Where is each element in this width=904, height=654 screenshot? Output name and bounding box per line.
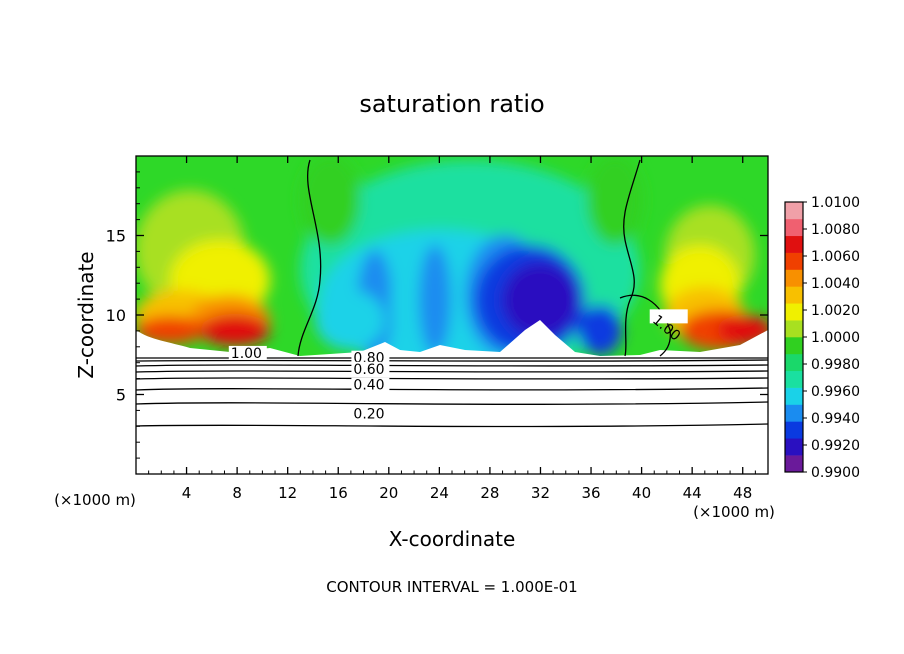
x-unit-left: (×1000 m) xyxy=(54,491,136,509)
x-tick-label: 44 xyxy=(683,484,702,502)
colorbar-swatch xyxy=(785,218,803,237)
contour-label-bg xyxy=(351,377,390,392)
colorbar-swatch xyxy=(785,370,803,388)
contour-label: 0.60 xyxy=(353,362,384,378)
colorbar-swatch xyxy=(785,353,803,372)
contour-label-bg xyxy=(351,361,390,376)
colorbar-label: 0.9900 xyxy=(811,465,860,481)
x-tick-label: 24 xyxy=(430,484,449,502)
x-tick-label: 4 xyxy=(182,484,192,502)
chart-title: saturation ratio xyxy=(359,90,544,118)
contour-label-bg xyxy=(228,345,267,360)
colorbar-label: 1.0000 xyxy=(811,330,860,346)
contour-label: 1.00 xyxy=(231,346,262,362)
colorbar-swatch xyxy=(785,202,803,220)
x-tick-label: 20 xyxy=(379,484,398,502)
colorbar-swatch xyxy=(785,421,803,439)
colorbar-swatch xyxy=(785,438,803,456)
colorbar-label: 1.0020 xyxy=(811,303,860,319)
colorbar-label: 1.0040 xyxy=(811,276,860,292)
x-tick-label: 16 xyxy=(329,484,348,502)
colorbar-swatch xyxy=(785,320,803,338)
contour-labels: 1.001.000.800.600.400.20 xyxy=(228,309,688,422)
contour-label: 0.40 xyxy=(353,378,384,394)
colorbar-swatch xyxy=(785,303,803,321)
colorbar-label: 1.0080 xyxy=(811,222,860,238)
colorbar-label: 0.9980 xyxy=(811,357,860,373)
x-axis: 4 8 12 16 20 24 28 32 36 40 44 48 xyxy=(148,156,756,502)
colorbar-swatch xyxy=(785,455,803,473)
x-tick-label: 28 xyxy=(480,484,499,502)
x-tick-label: 32 xyxy=(531,484,550,502)
y-tick-label: 5 xyxy=(116,386,126,405)
y-axis: 5 10 15 xyxy=(106,171,768,459)
colorbar-swatch xyxy=(785,404,803,422)
colorbar-swatch xyxy=(785,269,803,287)
y-tick-label: 15 xyxy=(106,227,126,246)
colorbar-swatch xyxy=(785,387,803,405)
x-tick-label: 36 xyxy=(581,484,600,502)
colorbar-label: 0.9940 xyxy=(811,411,860,427)
y-axis-label: Z-coordinate xyxy=(74,251,98,378)
x-unit-right: (×1000 m) xyxy=(693,503,775,521)
contour-label: 0.20 xyxy=(353,406,384,422)
colorbar-swatch xyxy=(785,235,803,253)
x-tick-label: 12 xyxy=(278,484,297,502)
footer-note: CONTOUR INTERVAL = 1.000E-01 xyxy=(326,578,577,596)
colorbar-label: 1.0100 xyxy=(811,195,860,211)
heatmap-field: 1.001.000.800.600.400.20 xyxy=(136,156,768,474)
colorbar: 1.0100 1.0080 1.0060 1.0040 1.0020 1.0000 0.99… xyxy=(784,195,860,481)
colorbar-label: 0.9920 xyxy=(811,438,860,454)
field-blobs xyxy=(136,156,768,380)
contour-label-bg xyxy=(649,309,688,324)
x-tick-label: 40 xyxy=(632,484,651,502)
contour-label-bg xyxy=(351,406,390,421)
x-tick-label: 8 xyxy=(232,484,242,502)
colorbar-swatch xyxy=(785,252,803,270)
contour-label-bg xyxy=(351,350,390,365)
colorbar-swatch xyxy=(785,337,803,355)
colorbar-label: 1.0060 xyxy=(811,249,860,265)
colorbar-label: 0.9960 xyxy=(811,384,860,400)
colorbar-swatch xyxy=(785,286,803,304)
y-tick-label: 10 xyxy=(106,306,126,325)
x-axis-label: X-coordinate xyxy=(389,527,516,551)
x-tick-label: 48 xyxy=(733,484,752,502)
